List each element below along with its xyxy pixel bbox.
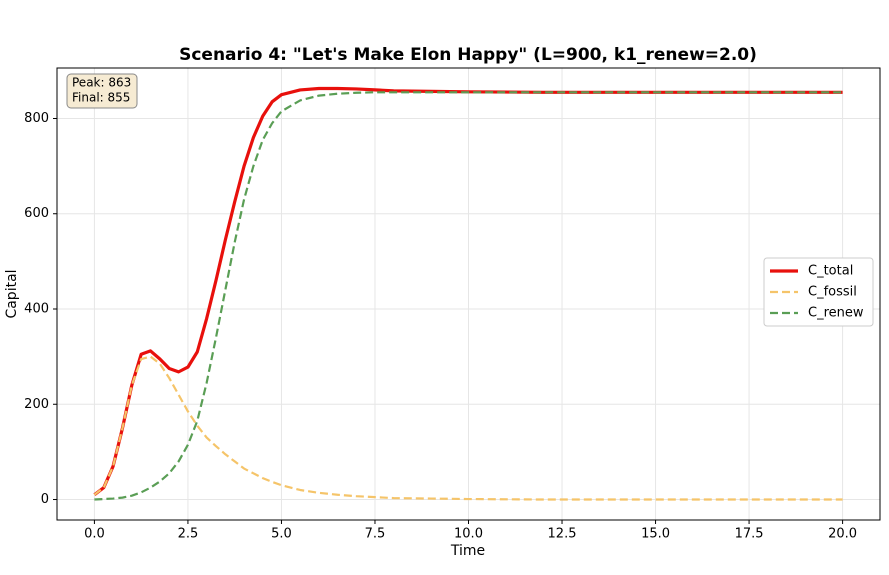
annotation-text: Peak: 863 <box>72 76 131 90</box>
annotation-box <box>66 73 138 109</box>
y-tick-label: 200 <box>24 397 49 412</box>
chart-title: Scenario 4: "Let's Make Elon Happy" (L=9… <box>179 45 757 65</box>
x-tick-label: 10.0 <box>454 527 483 542</box>
x-tick-label: 20.0 <box>828 527 857 542</box>
x-tick-label: 7.5 <box>365 527 386 542</box>
x-axis-label: Time <box>450 543 485 559</box>
annotation-text: Final: 855 <box>72 91 130 105</box>
x-tick-label: 17.5 <box>735 527 764 542</box>
y-tick-label: 0 <box>41 492 49 507</box>
legend-label: C_renew <box>808 306 864 321</box>
x-tick-label: 5.0 <box>271 527 292 542</box>
y-tick-label: 600 <box>24 206 49 221</box>
y-tick-label: 800 <box>24 111 49 126</box>
y-axis-label: Capital <box>4 269 20 318</box>
plot-frame <box>56 67 881 521</box>
legend-label: C_total <box>808 264 853 279</box>
x-tick-label: 2.5 <box>178 527 199 542</box>
x-tick-label: 12.5 <box>548 527 577 542</box>
y-tick-label: 400 <box>24 302 49 317</box>
line-series <box>94 91 843 501</box>
line-series <box>93 86 843 497</box>
line-series <box>93 355 843 501</box>
legend-label: C_fossil <box>808 285 857 300</box>
x-tick-label: 15.0 <box>641 527 670 542</box>
x-tick-label: 0.0 <box>84 527 105 542</box>
legend-box <box>763 257 874 327</box>
